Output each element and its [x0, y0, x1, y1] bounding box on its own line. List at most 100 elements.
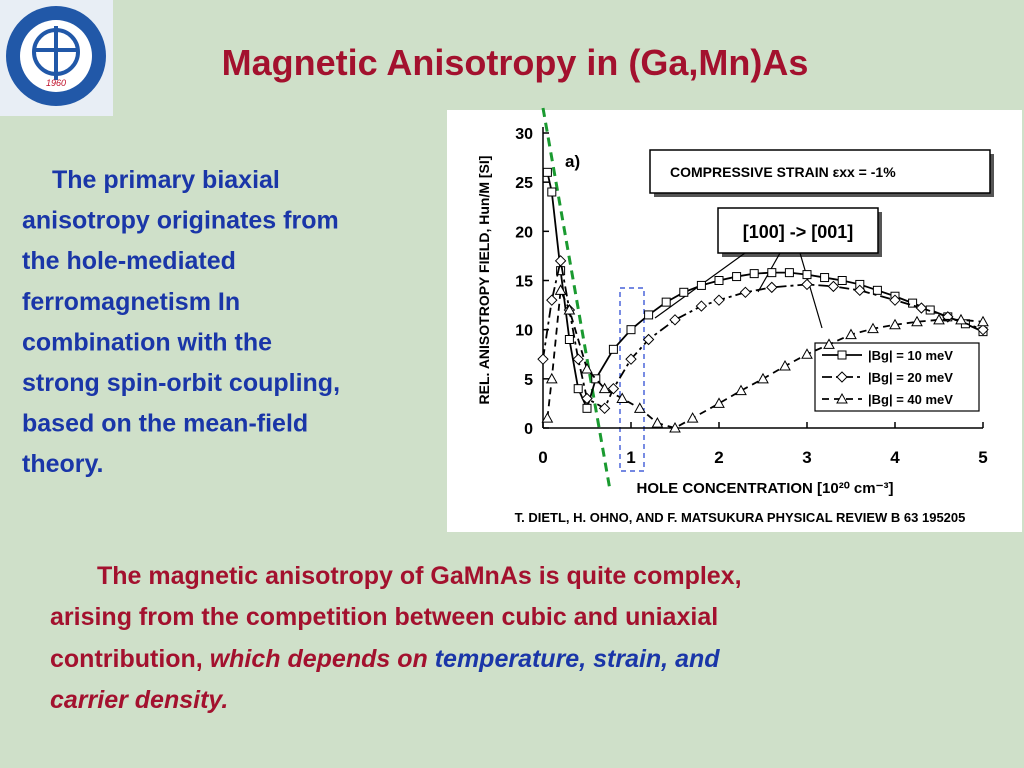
left-text: The primary biaxial anisotropy originates…	[22, 166, 340, 478]
marker	[554, 284, 567, 295]
marker	[977, 323, 989, 336]
y-tick-label: 0	[524, 421, 533, 438]
left-text-line: combination with the	[22, 328, 272, 356]
left-text-line: the hole-mediated	[22, 247, 236, 275]
marker	[714, 276, 724, 285]
marker	[779, 360, 791, 371]
marker	[598, 382, 611, 394]
logo: 1960	[0, 0, 113, 116]
marker	[801, 348, 813, 359]
marker	[564, 335, 574, 344]
marker	[735, 384, 747, 396]
marker	[542, 167, 552, 177]
marker	[651, 417, 664, 428]
bottom-text-line: arising from the competition between cub…	[50, 603, 718, 631]
marker	[608, 344, 618, 354]
marker	[820, 273, 830, 283]
marker	[661, 297, 671, 307]
marker	[845, 328, 857, 340]
marker	[616, 392, 629, 403]
marker	[713, 294, 725, 306]
bottom-text-line: The magnetic anisotropy of GaMnAs is qui…	[97, 562, 742, 590]
marker	[955, 313, 967, 325]
left-text-line: The primary biaxial	[52, 166, 280, 194]
marker	[784, 268, 794, 278]
left-text-line: anisotropy originates from	[22, 207, 339, 235]
marker	[581, 392, 593, 405]
guide-line	[541, 107, 612, 491]
marker	[686, 412, 699, 423]
marker	[626, 325, 636, 335]
x-tick-label: 1	[626, 448, 635, 467]
title: Magnetic Anisotropy in (Ga,Mn)As	[222, 42, 809, 83]
y-tick-label: 15	[515, 274, 533, 291]
marker	[556, 266, 566, 276]
marker	[625, 353, 637, 365]
logo-year: 1960	[46, 78, 66, 88]
marker	[827, 280, 840, 293]
marker	[911, 315, 923, 327]
marker	[889, 318, 901, 330]
x-axis-label: HOLE CONCENTRATION [10²⁰ cm⁻³]	[637, 480, 894, 497]
annotation: COMPRESSIVE STRAIN εxx = -1%	[670, 164, 896, 180]
chart: 0 5 10 15 20 25 30 0 1 2 3 4 5 HOLE CONCENTRATION [10…	[476, 126, 989, 525]
legend-label: |Bg| = 20 meV	[868, 370, 953, 385]
marker	[823, 338, 835, 349]
y-tick-label: 5	[524, 372, 533, 389]
marker	[713, 397, 725, 408]
bottom-text-line: contribution, which depends on temperatu…	[50, 645, 720, 673]
marker	[546, 294, 558, 306]
marker	[679, 287, 689, 297]
marker	[915, 302, 928, 314]
citation: T. DIETL, H. OHNO, AND F. MATSUKURA PHYS…	[515, 510, 966, 525]
x-tick-label: 2	[714, 448, 723, 467]
annotation: [100] -> [001]	[743, 222, 854, 242]
bottom-text-line: carrier density.	[50, 686, 228, 714]
marker	[766, 281, 778, 294]
legend-marker	[836, 371, 848, 383]
marker	[977, 315, 989, 327]
legend-label: |Bg| = 10 meV	[868, 348, 953, 363]
text-run: which depends on	[210, 645, 435, 673]
marker	[644, 310, 654, 320]
marker	[908, 298, 918, 308]
marker	[591, 374, 601, 384]
marker	[582, 403, 592, 413]
y-axis-label: REL. ANISOTROPY FIELD, Hun/M [SI]	[476, 156, 492, 405]
marker	[802, 270, 812, 280]
marker	[554, 255, 567, 267]
marker	[563, 303, 576, 315]
x-tick-label: 4	[890, 448, 900, 467]
panel-label: a)	[565, 152, 580, 171]
marker	[633, 402, 646, 413]
marker	[537, 353, 549, 365]
marker	[598, 402, 611, 415]
annotation-box	[717, 207, 879, 254]
marker	[749, 269, 759, 279]
left-text-line: ferromagnetism In	[22, 288, 240, 316]
marker	[581, 362, 593, 374]
left-text-line: based on the mean-field	[22, 410, 308, 438]
marker	[696, 280, 706, 290]
marker	[872, 285, 882, 295]
marker	[642, 333, 655, 346]
y-tick-label: 20	[515, 224, 533, 241]
legend-label: |Bg| = 40 meV	[868, 392, 953, 407]
marker	[837, 276, 847, 285]
series-line	[546, 286, 984, 429]
marker	[547, 187, 557, 197]
marker	[767, 268, 777, 278]
y-tick-label: 30	[515, 126, 533, 143]
marker	[732, 272, 742, 282]
marker	[739, 286, 752, 299]
marker	[572, 353, 584, 365]
marker	[757, 372, 769, 384]
left-text-line: strong spin-orbit coupling,	[22, 369, 340, 397]
text-run: contribution,	[50, 645, 210, 673]
marker	[867, 322, 879, 334]
marker	[541, 412, 554, 423]
marker	[695, 300, 708, 312]
y-tick-label: 25	[515, 175, 533, 192]
marker	[854, 284, 866, 297]
